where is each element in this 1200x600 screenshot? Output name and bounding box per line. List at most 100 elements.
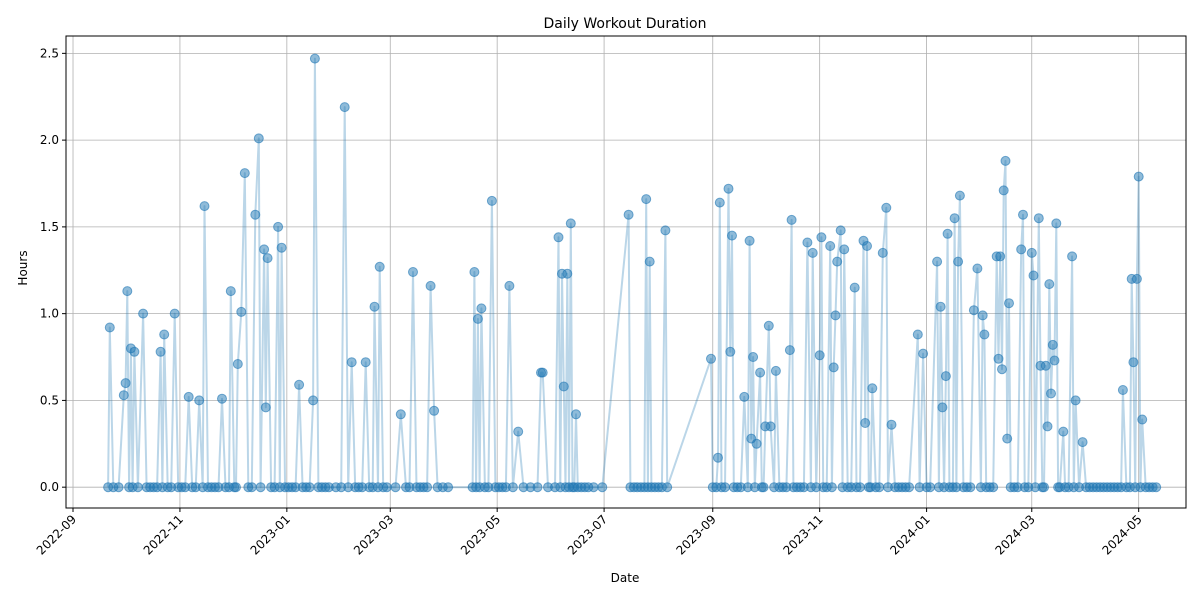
data-point bbox=[816, 232, 827, 243]
data-point bbox=[571, 409, 581, 420]
data-point bbox=[138, 308, 149, 319]
data-point bbox=[935, 301, 946, 312]
data-point bbox=[739, 391, 750, 402]
data-point bbox=[113, 482, 124, 493]
data-point bbox=[725, 346, 736, 357]
data-point bbox=[1028, 270, 1039, 281]
data-point bbox=[169, 308, 180, 319]
y-tick-label: 0.0 bbox=[40, 480, 59, 494]
data-point bbox=[217, 393, 227, 404]
data-point bbox=[1058, 426, 1069, 437]
data-point bbox=[159, 329, 170, 340]
data-point bbox=[763, 320, 774, 331]
x-tick-label: 2023-07 bbox=[565, 512, 610, 557]
data-point bbox=[259, 244, 270, 255]
data-point bbox=[802, 237, 813, 248]
data-point bbox=[194, 395, 205, 406]
data-point bbox=[1040, 360, 1051, 371]
data-point bbox=[949, 213, 960, 224]
data-point bbox=[784, 345, 795, 356]
data-point bbox=[132, 482, 143, 493]
x-tick-label: 2024-01 bbox=[887, 512, 932, 557]
data-point bbox=[1051, 218, 1062, 229]
data-point bbox=[390, 482, 401, 493]
x-tick-label: 2024-03 bbox=[993, 512, 1038, 557]
data-point bbox=[867, 383, 878, 394]
data-point bbox=[937, 402, 948, 413]
data-point bbox=[830, 310, 841, 321]
data-point bbox=[835, 225, 846, 236]
data-point bbox=[1077, 437, 1088, 448]
data-point bbox=[720, 482, 730, 493]
y-tick-label: 2.5 bbox=[40, 46, 59, 60]
data-point bbox=[954, 190, 965, 201]
data-point bbox=[1026, 247, 1037, 258]
data-point bbox=[855, 482, 865, 493]
x-axis-label: Date bbox=[611, 571, 640, 585]
data-point bbox=[1133, 171, 1144, 182]
data-point bbox=[839, 244, 850, 255]
data-point bbox=[765, 421, 776, 432]
data-point bbox=[1016, 244, 1027, 255]
y-tick-label: 0.5 bbox=[40, 393, 59, 407]
data-point bbox=[751, 438, 762, 449]
data-point bbox=[770, 365, 781, 376]
data-point bbox=[904, 482, 915, 493]
data-point bbox=[660, 225, 671, 236]
data-point bbox=[104, 322, 115, 333]
data-point bbox=[225, 286, 236, 297]
data-point bbox=[1128, 357, 1139, 368]
x-tick-label: 2023-03 bbox=[351, 512, 396, 557]
data-point bbox=[381, 482, 392, 493]
data-point bbox=[425, 280, 436, 291]
data-point bbox=[641, 194, 652, 205]
data-point bbox=[469, 267, 480, 277]
data-point bbox=[748, 352, 759, 362]
chart-title: Daily Workout Duration bbox=[543, 16, 706, 32]
data-point bbox=[925, 482, 936, 493]
data-point bbox=[507, 482, 518, 493]
data-point bbox=[1033, 213, 1044, 224]
data-point bbox=[874, 482, 885, 493]
data-point bbox=[993, 353, 1004, 364]
y-axis-label: Hours bbox=[16, 250, 30, 285]
data-point bbox=[588, 482, 599, 493]
data-point bbox=[562, 268, 573, 279]
data-point bbox=[977, 310, 988, 321]
data-point bbox=[443, 482, 454, 493]
data-point bbox=[513, 426, 524, 437]
data-point bbox=[623, 209, 634, 220]
data-point bbox=[998, 185, 1009, 196]
data-point bbox=[881, 202, 892, 213]
data-point bbox=[1070, 395, 1081, 406]
data-point bbox=[250, 209, 261, 220]
data-point bbox=[644, 256, 655, 267]
data-point bbox=[120, 378, 131, 389]
data-point bbox=[231, 482, 241, 493]
data-point bbox=[486, 195, 497, 206]
data-point bbox=[1067, 251, 1078, 262]
data-point bbox=[597, 482, 608, 493]
x-tick-label: 2022-09 bbox=[34, 512, 79, 557]
x-tick-label: 2023-01 bbox=[248, 512, 293, 557]
data-point bbox=[246, 482, 257, 493]
data-point bbox=[997, 364, 1007, 375]
x-tick-label: 2022-11 bbox=[141, 512, 186, 557]
x-tick-label: 2023-09 bbox=[674, 512, 719, 557]
data-point bbox=[953, 256, 964, 267]
data-point bbox=[1039, 482, 1049, 493]
data-point bbox=[965, 482, 976, 493]
data-point bbox=[988, 482, 999, 493]
data-point bbox=[1004, 298, 1014, 309]
y-tick-label: 2.0 bbox=[40, 133, 59, 147]
data-point bbox=[532, 482, 543, 493]
data-point bbox=[714, 197, 725, 208]
data-point bbox=[339, 102, 350, 113]
data-point bbox=[968, 305, 979, 316]
data-point bbox=[807, 247, 818, 258]
data-point bbox=[565, 218, 576, 229]
data-point bbox=[912, 329, 923, 340]
data-point bbox=[758, 482, 769, 493]
data-point bbox=[1137, 414, 1148, 425]
